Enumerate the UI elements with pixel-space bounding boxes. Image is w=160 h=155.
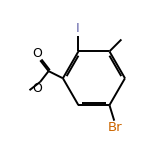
- Text: O: O: [32, 82, 42, 95]
- Text: Br: Br: [108, 121, 123, 134]
- Text: I: I: [76, 22, 80, 35]
- Text: O: O: [32, 47, 42, 60]
